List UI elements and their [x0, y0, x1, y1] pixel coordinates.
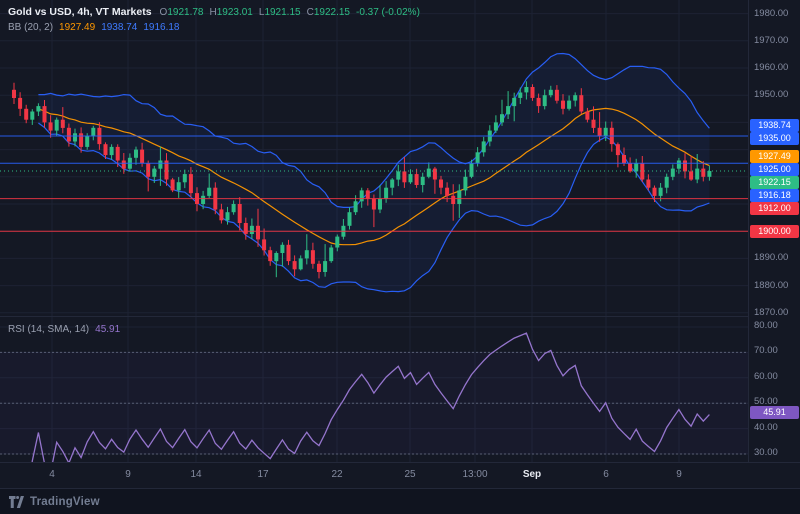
time-axis-label: 14 — [190, 469, 202, 480]
price-axis-label: 1970.00 — [754, 34, 789, 46]
ohlc-high-label: H — [209, 7, 217, 18]
rsi-legend-row: RSI (14, SMA, 14) 45.91 — [8, 322, 120, 337]
ohlc-high-value: 1923.01 — [216, 7, 253, 18]
price-line-badge[interactable]: 1935.00 — [750, 132, 799, 146]
rsi-value-badge[interactable]: 45.91 — [750, 406, 799, 420]
rsi-indicator-label[interactable]: RSI (14, SMA, 14) — [8, 324, 90, 335]
price-line-badge[interactable]: 1922.15 — [750, 175, 799, 189]
price-axis-label: 1960.00 — [754, 62, 789, 73]
main-legend: Gold vs USD, 4h, VT Markets O1921.78 H19… — [8, 5, 420, 35]
time-axis-label: 13:00 — [462, 469, 488, 480]
bb-legend-row: BB (20, 2) 1927.49 1938.74 1916.18 — [8, 20, 420, 35]
time-axis-label: 9 — [125, 469, 131, 480]
price-line-badge[interactable]: 1916.18 — [750, 188, 799, 202]
time-axis-label: 9 — [676, 469, 682, 480]
ohlc-low: L1921.15 — [259, 5, 301, 20]
rsi-axis-label: 60.00 — [754, 370, 778, 382]
tradingview-logo-icon[interactable] — [9, 495, 24, 508]
rsi-axis-label: 40.00 — [754, 421, 778, 433]
rsi-axis-label: 30.00 — [754, 447, 778, 458]
time-axis-label: Sep — [522, 469, 542, 480]
bb-upper-value: 1938.74 — [101, 22, 138, 33]
bb-lower-value: 1916.18 — [143, 22, 180, 33]
bb-basis-value: 1927.49 — [59, 22, 96, 33]
price-line-badge[interactable]: 1900.00 — [750, 224, 799, 238]
ohlc-open: O1921.78 — [160, 5, 204, 20]
time-axis-label: 6 — [603, 469, 609, 480]
price-line-badge[interactable]: 1938.74 — [750, 119, 799, 133]
time-axis-label: 17 — [257, 469, 269, 480]
rsi-pane[interactable]: RSI (14, SMA, 14) 45.91 — [0, 316, 748, 462]
rsi-axis-label: 80.00 — [754, 320, 778, 331]
ohlc-low-value: 1921.15 — [264, 7, 301, 18]
ohlc-close-value: 1922.15 — [313, 7, 350, 18]
price-line-badge[interactable]: 1925.00 — [750, 162, 799, 176]
footer-bar: TradingView — [0, 488, 800, 514]
time-axis-label: 4 — [49, 469, 55, 480]
symbol-legend-row: Gold vs USD, 4h, VT Markets O1921.78 H19… — [8, 5, 420, 20]
price-axis-label: 1950.00 — [754, 89, 789, 101]
rsi-axis-label: 70.00 — [754, 345, 778, 357]
price-axis-label: 1890.00 — [754, 252, 789, 264]
time-axis-label: 22 — [331, 469, 343, 480]
ohlc-open-value: 1921.78 — [167, 7, 204, 18]
price-axis[interactable]: 1980.00 1970.00 1960.00 1950.00 1890.00 1880.… — [748, 0, 800, 462]
ohlc-open-label: O — [159, 7, 168, 18]
candlestick-chart-canvas[interactable] — [0, 0, 748, 316]
ohlc-low-label: L — [258, 7, 265, 18]
ohlc-high: H1923.01 — [209, 5, 252, 20]
symbol-title[interactable]: Gold vs USD, 4h, VT Markets — [8, 6, 152, 18]
price-axis-label: 1980.00 — [754, 7, 789, 19]
rsi-current-value: 45.91 — [95, 324, 121, 335]
price-line-badge[interactable]: 1912.00 — [750, 201, 799, 215]
ohlc-change: -0.37 (-0.02%) — [355, 7, 420, 18]
price-pane[interactable]: Gold vs USD, 4h, VT Markets O1921.78 H19… — [0, 0, 748, 316]
time-axis-label: 25 — [404, 469, 416, 480]
time-axis[interactable]: 4 9 14 17 22 25 13:00 Sep 6 9 — [0, 462, 800, 488]
tradingview-wordmark[interactable]: TradingView — [30, 495, 100, 508]
ohlc-close-label: C — [306, 7, 314, 18]
ohlc-close: C1922.15 — [307, 5, 350, 20]
bb-indicator-label[interactable]: BB (20, 2) — [8, 22, 54, 33]
rsi-axis-label: 50.00 — [754, 396, 778, 408]
price-axis-label: 1870.00 — [754, 306, 789, 318]
rsi-chart-canvas[interactable] — [0, 317, 748, 462]
rsi-legend: RSI (14, SMA, 14) 45.91 — [8, 322, 120, 337]
price-line-badge[interactable]: 1927.49 — [750, 149, 799, 163]
price-axis-label: 1880.00 — [754, 279, 789, 291]
